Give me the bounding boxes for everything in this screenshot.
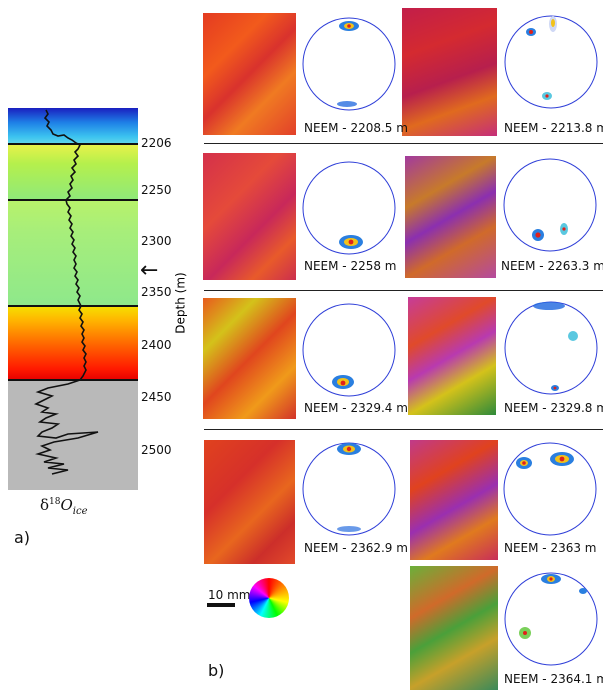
isotope-superscript: 18 [49, 497, 61, 507]
pole-figure [302, 17, 396, 111]
sample-caption: NEEM - 2362.9 m [304, 541, 408, 555]
pole-figure [302, 303, 396, 397]
sample-caption: NEEM - 2258 m [304, 259, 397, 273]
grain-map [203, 298, 296, 419]
band-yellow-green-1 [8, 144, 138, 200]
grain-map [405, 156, 496, 278]
pole-figure [503, 442, 597, 536]
depth-tick: 2206 [141, 136, 172, 150]
sample-caption: NEEM - 2263.3 m [501, 259, 603, 273]
depth-axis-label: Depth (m) [173, 272, 188, 334]
scale-bar [207, 603, 235, 607]
grain-map [204, 440, 295, 564]
band-gray [8, 380, 138, 490]
grain-map [203, 153, 296, 280]
isotope-delta: δ [40, 496, 50, 514]
pole-figure [503, 158, 597, 252]
sample-caption: NEEM - 2363 m [504, 541, 597, 555]
isotope-axis-label: δ18Oice [40, 496, 88, 517]
grain-map [203, 13, 296, 135]
isotope-curve [33, 109, 99, 475]
pole-figure [504, 572, 598, 666]
panel-a-label: a) [14, 528, 31, 547]
depth-tick: 2500 [141, 443, 172, 457]
sample-caption: NEEM - 2329.4 m [304, 401, 408, 415]
depth-tick: 2300 [141, 234, 172, 248]
row-separator [204, 290, 603, 291]
pole-figure [302, 442, 396, 536]
marker-arrow: ← [140, 258, 159, 283]
sample-caption: NEEM - 2208.5 m [304, 121, 408, 135]
grain-map [410, 566, 498, 690]
panel-b-label: b) [208, 661, 225, 680]
pole-figure [504, 301, 598, 395]
color-wheel-key [249, 578, 289, 618]
sample-caption: NEEM - 2329.8 m [504, 401, 603, 415]
isotope-o: O [60, 496, 73, 514]
depth-tick: 2350 [141, 285, 172, 299]
depth-tick: 2400 [141, 338, 172, 352]
row-separator [204, 143, 603, 144]
depth-profile-panel [8, 108, 138, 490]
band-top-blue [8, 108, 138, 144]
sample-caption: NEEM - 2364.1 m [504, 672, 603, 686]
scale-bar-label: 10 mm [208, 588, 251, 602]
grain-map [410, 440, 498, 560]
grain-map [402, 8, 497, 136]
pole-figure [504, 15, 598, 109]
isotope-subscript: ice [72, 506, 88, 517]
depth-profile-chart [8, 108, 138, 490]
band-red-orange [8, 306, 138, 380]
grain-map [408, 297, 496, 415]
row-separator [204, 429, 603, 430]
sample-caption: NEEM - 2213.8 m [504, 121, 603, 135]
depth-tick: 2450 [141, 390, 172, 404]
depth-tick: 2250 [141, 183, 172, 197]
pole-figure [302, 161, 396, 255]
